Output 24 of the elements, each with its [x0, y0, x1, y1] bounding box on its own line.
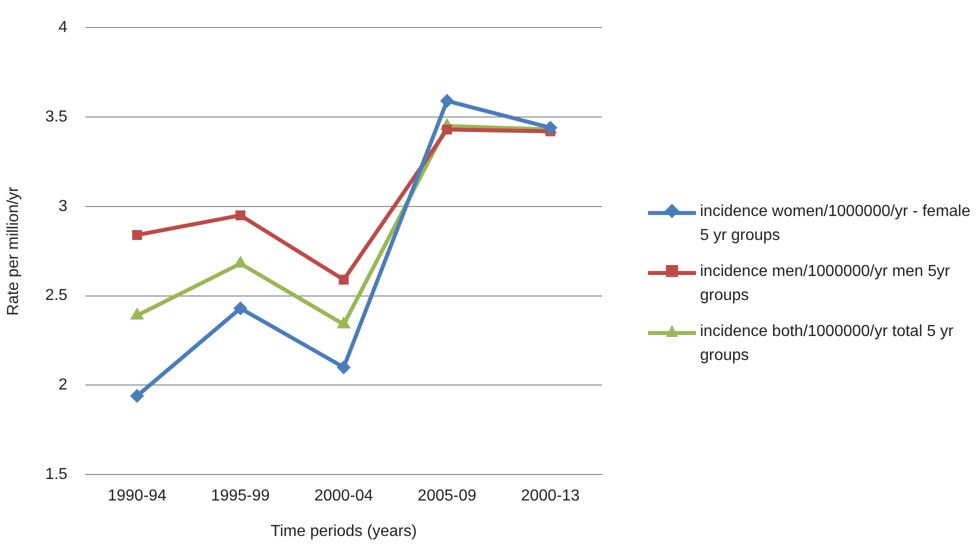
- point: [130, 388, 144, 403]
- y-tick-label: 2: [58, 376, 68, 394]
- point: [132, 230, 142, 240]
- point: [233, 301, 248, 316]
- x-tick-label: 1990-94: [108, 488, 167, 505]
- x-tick-label: 2000-04: [314, 488, 374, 505]
- point: [440, 94, 454, 108]
- point: [336, 360, 351, 374]
- x-axis-title: Time periods (years): [270, 522, 417, 540]
- x-tick-label: 2000-13: [520, 488, 580, 505]
- y-tick-label: 3.5: [45, 108, 68, 126]
- legend-label: incidence men/1000000/yr men 5yr groups: [700, 263, 950, 304]
- y-tick-label: 4: [58, 19, 68, 36]
- y-tick-label: 1.5: [45, 466, 68, 484]
- point: [235, 210, 246, 220]
- y-axis-title: Rate per million/yr: [5, 186, 22, 316]
- legend-label: incidence women/1000000/yr - female 5 yr groups: [700, 203, 970, 244]
- point: [442, 124, 452, 134]
- point: [338, 274, 349, 285]
- y-tick-label: 3: [58, 198, 68, 215]
- legend-label: incidence both/1000000/yr total 5 yr groups: [700, 323, 954, 364]
- x-tick-label: 1995-99: [211, 488, 270, 505]
- x-tick-label: 2005-09: [418, 488, 476, 505]
- y-tick-label: 2.5: [45, 287, 68, 304]
